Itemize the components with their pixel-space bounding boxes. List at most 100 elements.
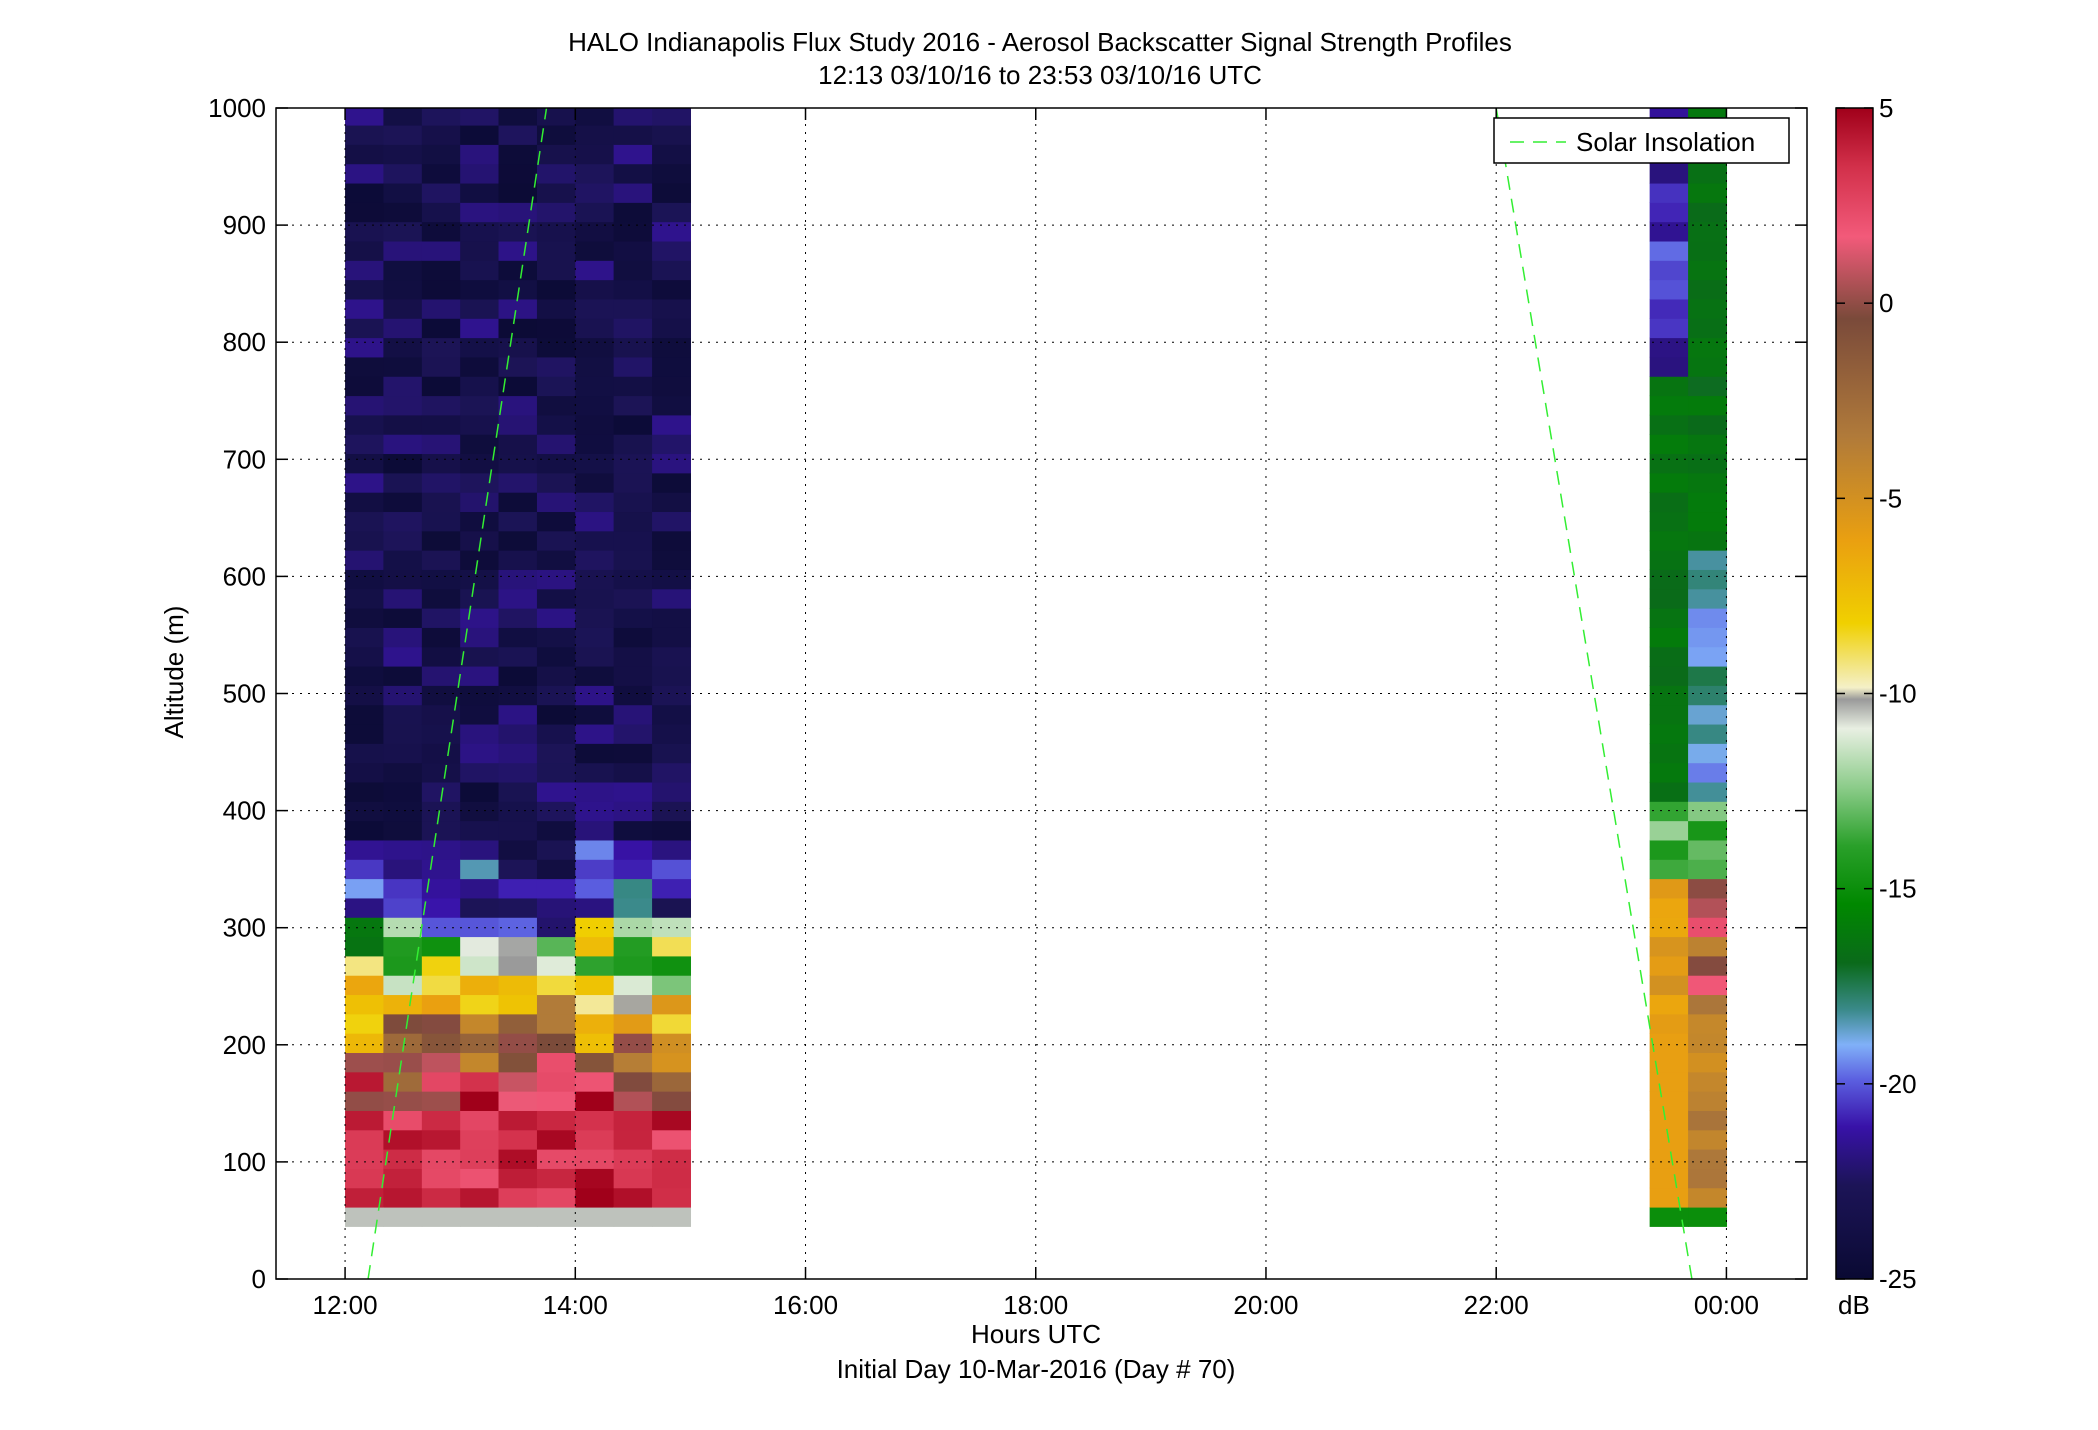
heatmap-cell — [613, 240, 653, 261]
heatmap-cell — [575, 878, 615, 899]
y-tick-label: 0 — [252, 1264, 266, 1294]
heatmap-cell — [575, 1187, 615, 1208]
heatmap-cell — [1688, 608, 1728, 628]
heatmap-cell — [498, 1110, 538, 1131]
heatmap-cell — [383, 260, 423, 281]
heatmap-cell — [1649, 1149, 1689, 1169]
heatmap-cell — [1649, 472, 1689, 493]
heatmap-cell — [460, 975, 500, 996]
heatmap-cell — [1649, 1187, 1689, 1208]
heatmap-cell — [498, 337, 538, 358]
heatmap-cell — [536, 627, 576, 648]
heatmap-cell — [421, 723, 461, 744]
colorbar-tick-label: 5 — [1879, 93, 1893, 123]
heatmap-cell — [421, 434, 461, 455]
heatmap-cell — [383, 1129, 423, 1150]
heatmap-cell — [1688, 511, 1728, 532]
legend-entry-solar-insolation: Solar Insolation — [1576, 127, 1755, 157]
heatmap-cell — [1649, 298, 1689, 319]
heatmap-cell — [383, 124, 423, 145]
y-tick-label: 1000 — [208, 93, 266, 123]
heatmap-cell — [383, 376, 423, 397]
heatmap-cell — [421, 260, 461, 281]
heatmap-cell — [1688, 492, 1728, 513]
heatmap-cell — [613, 182, 653, 203]
heatmap-cell — [498, 1168, 538, 1189]
heatmap-cell — [1649, 550, 1689, 570]
heatmap-cell — [575, 569, 615, 590]
heatmap-cell — [1649, 356, 1689, 377]
heatmap-cell — [1688, 376, 1728, 397]
heatmap-cell — [498, 550, 538, 570]
heatmap-cell — [460, 917, 500, 938]
heatmap-cell — [1649, 414, 1689, 435]
heatmap-cell — [383, 1149, 423, 1169]
heatmap-cell — [421, 859, 461, 880]
heatmap-cell — [498, 221, 538, 242]
heatmap-cell — [575, 337, 615, 358]
heatmap-cell — [575, 723, 615, 744]
heatmap-cell — [421, 627, 461, 648]
heatmap-cell — [460, 395, 500, 416]
heatmap-cell — [345, 240, 385, 261]
heatmap-cell — [1649, 453, 1689, 474]
heatmap-cell — [1649, 975, 1689, 996]
heatmap-cell — [613, 801, 653, 822]
heatmap-cell — [498, 936, 538, 957]
heatmap-cell — [1649, 859, 1689, 880]
heatmap-cell — [652, 1149, 692, 1169]
heatmap-cell — [421, 1206, 461, 1227]
heatmap-cell — [498, 1033, 538, 1054]
heatmap-cell — [345, 530, 385, 551]
heatmap-cell — [460, 801, 500, 822]
heatmap-cell — [460, 144, 500, 165]
heatmap-cell — [1688, 182, 1728, 203]
heatmap-cell — [613, 202, 653, 223]
heatmap-cell — [498, 588, 538, 609]
heatmap-cell — [1688, 550, 1728, 570]
heatmap-cell — [421, 801, 461, 822]
heatmap-cell — [575, 472, 615, 493]
heatmap-cell — [613, 298, 653, 319]
heatmap-cell — [536, 144, 576, 165]
heatmap-cell — [536, 1187, 576, 1208]
heatmap-cell — [1649, 1033, 1689, 1054]
heatmap-cell — [575, 1071, 615, 1092]
heatmap-cell — [421, 472, 461, 493]
colorbar-ticks: 5 0 -5 -10 -15 -20 -25 — [1836, 93, 1917, 1294]
heatmap-cell — [652, 395, 692, 416]
heatmap-cell — [613, 608, 653, 628]
heatmap-cell — [421, 704, 461, 725]
heatmap-cell — [1649, 917, 1689, 938]
heatmap-cell — [613, 839, 653, 860]
y-axis-label: Altitude (m) — [159, 606, 189, 739]
heatmap-cell — [421, 685, 461, 706]
heatmap-cell — [345, 762, 385, 783]
heatmap-cell — [536, 163, 576, 184]
y-tick-label: 200 — [223, 1030, 266, 1060]
heatmap-cell — [383, 550, 423, 570]
heatmap-cell — [652, 820, 692, 841]
heatmap-cell — [383, 356, 423, 377]
heatmap-cell — [1649, 646, 1689, 667]
heatmap-cell — [498, 1071, 538, 1092]
heatmap-cell — [345, 163, 385, 184]
heatmap-cell — [613, 453, 653, 474]
heatmap-cell — [613, 1149, 653, 1169]
heatmap-cell — [383, 859, 423, 880]
heatmap-cell — [1649, 511, 1689, 532]
heatmap-cell — [460, 1091, 500, 1111]
heatmap-cell — [460, 376, 500, 397]
solar-insolation-line — [367, 107, 548, 1280]
heatmap-cell — [613, 1091, 653, 1111]
heatmap-cell — [383, 298, 423, 319]
heatmap-cell — [498, 124, 538, 145]
heatmap-cell — [421, 108, 461, 126]
heatmap-cell — [536, 337, 576, 358]
heatmap-cell — [421, 202, 461, 223]
heatmap-cell — [345, 1149, 385, 1169]
y-tick-label: 400 — [223, 796, 266, 826]
heatmap-cell — [383, 975, 423, 996]
heatmap-cell — [613, 994, 653, 1015]
heatmap-cell — [1649, 704, 1689, 725]
